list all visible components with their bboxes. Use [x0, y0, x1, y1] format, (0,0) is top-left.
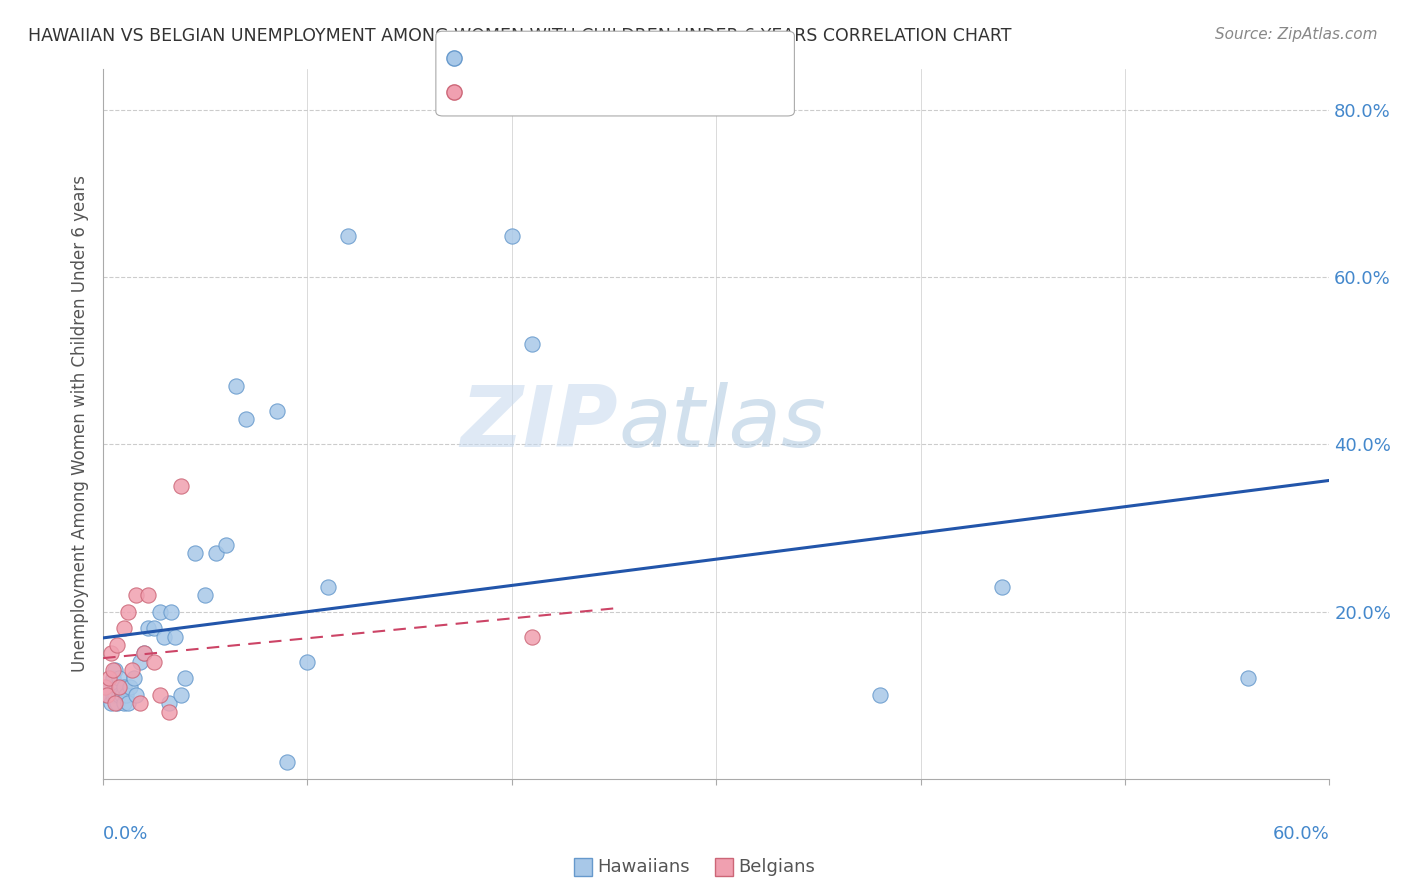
- Point: [108, 672, 131, 686]
- Point: [96, 688, 118, 702]
- Text: 20: 20: [633, 83, 658, 101]
- Point: [112, 621, 135, 635]
- Point: [136, 588, 159, 602]
- Point: [104, 663, 127, 677]
- Text: HAWAIIAN VS BELGIAN UNEMPLOYMENT AMONG WOMEN WITH CHILDREN UNDER 6 YEARS CORRELA: HAWAIIAN VS BELGIAN UNEMPLOYMENT AMONG W…: [28, 27, 1012, 45]
- Point: [129, 655, 152, 669]
- Point: [149, 688, 172, 702]
- Text: N =: N =: [591, 83, 630, 101]
- Point: [103, 688, 125, 702]
- Point: [235, 412, 257, 426]
- Text: ZIP: ZIP: [461, 382, 619, 465]
- Point: [266, 404, 288, 418]
- Point: [204, 546, 226, 560]
- Point: [103, 672, 125, 686]
- Point: [121, 663, 143, 677]
- Point: [522, 630, 544, 644]
- Point: [107, 680, 129, 694]
- Point: [149, 605, 172, 619]
- Text: R =: R =: [471, 83, 510, 101]
- Point: [125, 688, 148, 702]
- Point: [103, 663, 125, 677]
- Point: [108, 688, 131, 702]
- Point: [117, 605, 139, 619]
- Text: 60.0%: 60.0%: [1272, 825, 1329, 843]
- Text: N =: N =: [591, 49, 630, 67]
- Point: [297, 655, 319, 669]
- Text: 0.077: 0.077: [516, 49, 572, 67]
- Point: [501, 228, 523, 243]
- Text: Belgians: Belgians: [738, 858, 815, 876]
- Point: [122, 672, 145, 686]
- Point: [98, 672, 121, 686]
- Point: [157, 697, 180, 711]
- Point: [143, 621, 166, 635]
- Point: [114, 688, 136, 702]
- Point: [132, 646, 155, 660]
- Text: 0.231: 0.231: [516, 83, 572, 101]
- Point: [143, 655, 166, 669]
- Point: [173, 672, 195, 686]
- Point: [337, 228, 360, 243]
- Point: [125, 588, 148, 602]
- Point: [104, 688, 127, 702]
- Point: [112, 697, 135, 711]
- Point: [153, 630, 176, 644]
- Y-axis label: Unemployment Among Women with Children Under 6 years: Unemployment Among Women with Children U…: [72, 175, 89, 672]
- Point: [96, 688, 118, 702]
- Point: [522, 337, 544, 351]
- Point: [163, 630, 186, 644]
- Point: [107, 697, 129, 711]
- Point: [112, 680, 135, 694]
- Point: [316, 580, 339, 594]
- Point: [110, 688, 132, 702]
- Point: [108, 680, 131, 694]
- Point: [159, 605, 181, 619]
- Point: [98, 680, 121, 694]
- Point: [107, 638, 129, 652]
- Text: Hawaiians: Hawaiians: [598, 858, 690, 876]
- Point: [117, 697, 139, 711]
- Point: [194, 588, 217, 602]
- Point: [1236, 672, 1258, 686]
- Point: [129, 697, 152, 711]
- Point: [184, 546, 207, 560]
- Text: Source: ZipAtlas.com: Source: ZipAtlas.com: [1215, 27, 1378, 42]
- Point: [136, 621, 159, 635]
- Point: [100, 646, 122, 660]
- Point: [132, 646, 155, 660]
- Point: [215, 538, 238, 552]
- Point: [225, 379, 247, 393]
- Point: [157, 705, 180, 719]
- Point: [118, 680, 141, 694]
- Point: [94, 680, 117, 694]
- Point: [104, 697, 127, 711]
- Point: [869, 688, 891, 702]
- Point: [170, 688, 193, 702]
- Text: 46: 46: [633, 49, 658, 67]
- Text: atlas: atlas: [619, 382, 827, 465]
- Text: 0.0%: 0.0%: [103, 825, 149, 843]
- Point: [100, 697, 122, 711]
- Text: R =: R =: [471, 49, 510, 67]
- Point: [170, 479, 193, 493]
- Point: [991, 580, 1014, 594]
- Point: [276, 755, 298, 769]
